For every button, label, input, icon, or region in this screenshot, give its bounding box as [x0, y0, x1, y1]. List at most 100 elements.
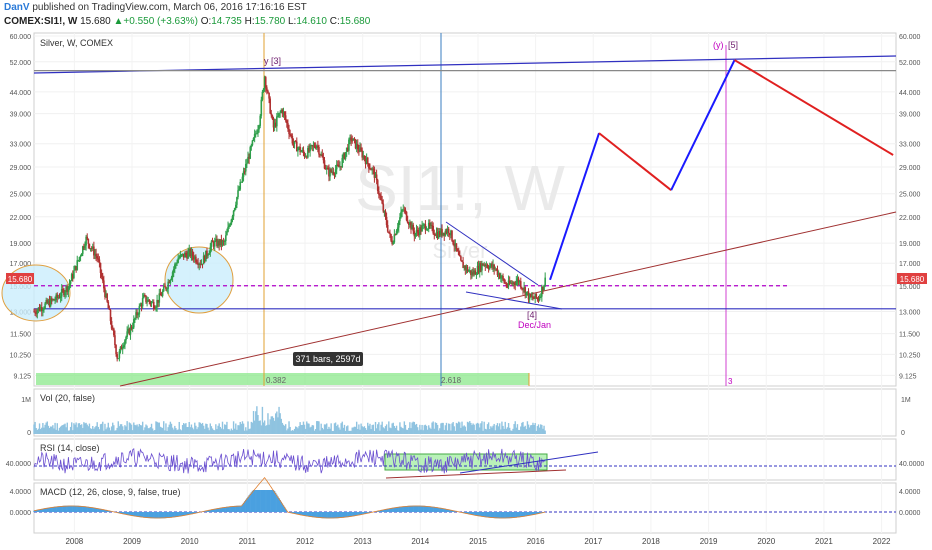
candle-body [375, 174, 378, 181]
macd-bar [39, 509, 42, 512]
candle-body [544, 277, 546, 286]
volume-bar [129, 423, 132, 434]
volume-bar [512, 428, 514, 434]
candle-body [461, 260, 463, 262]
candle-body [363, 155, 366, 160]
volume-bar [293, 428, 296, 434]
candle-body [201, 263, 204, 265]
candle-body [62, 289, 64, 290]
macd-bar [170, 512, 173, 518]
main-legend[interactable]: Silver, W, COMEX [40, 38, 113, 48]
candle-body [325, 167, 328, 170]
macd-bar [43, 508, 45, 512]
macd-bar [524, 512, 526, 517]
macd-bar [207, 510, 209, 512]
candle-body [417, 231, 420, 236]
candle-body [529, 294, 532, 297]
volume-bar [124, 425, 126, 434]
macd-bar [527, 512, 530, 516]
volume-bar [317, 421, 319, 434]
candle-body [465, 266, 468, 270]
volume-bar [490, 426, 492, 434]
volume-bar [514, 421, 516, 434]
volume-bar [473, 424, 475, 434]
volume-bar [199, 422, 202, 434]
volume-bar [422, 430, 424, 434]
macd-bar [463, 512, 465, 514]
volume-bar [87, 426, 90, 434]
y-tick-left-3: 39.000 [10, 112, 32, 119]
candle-body [311, 145, 314, 147]
macd-bar [341, 512, 343, 518]
macd-bar [534, 512, 536, 515]
volume-bar [481, 421, 483, 434]
volume-bar [134, 424, 136, 434]
fib-zone [36, 373, 529, 385]
candle-body [48, 300, 51, 307]
macd-bar [306, 512, 308, 517]
volume-bar [415, 423, 418, 434]
zone-ellipse-right [164, 246, 234, 314]
volume-bar [480, 423, 482, 434]
volume-bar [475, 423, 478, 434]
y-tick-left-1: 52.000 [10, 60, 32, 67]
volume-bar [161, 427, 164, 434]
volume-bar [470, 422, 472, 434]
vol-legend[interactable]: Vol (20, false) [40, 393, 95, 403]
volume-bar [383, 428, 386, 434]
author-name[interactable]: DanV [4, 2, 30, 13]
candle-body [186, 254, 188, 259]
candle-body [470, 270, 472, 276]
candle-body [383, 211, 386, 213]
x-tick-1: 2009 [123, 537, 141, 546]
candle-body [341, 157, 344, 168]
macd-bar [538, 512, 541, 514]
volume-bar [212, 429, 215, 434]
volume-bar [174, 425, 176, 434]
macd-bar [514, 512, 516, 518]
candle-body [475, 274, 478, 276]
volume-bar [511, 430, 513, 434]
candle-body [389, 232, 391, 235]
candle-body [181, 253, 184, 255]
elliott-projection[interactable] [549, 59, 894, 281]
macd-bar [240, 505, 243, 512]
macd-legend[interactable]: MACD (12, 26, close, 9, false, true) [40, 487, 181, 497]
candle-body [319, 154, 321, 156]
volume-bar [55, 429, 57, 434]
macd-bar [423, 505, 426, 512]
candle-body [169, 279, 172, 284]
candle-body [301, 149, 304, 152]
candle-body [401, 210, 403, 212]
volume-bar [436, 424, 439, 434]
volume-bar [445, 422, 448, 434]
macd-bar [59, 506, 62, 512]
volume-bar [373, 430, 376, 434]
volume-bar [359, 429, 361, 434]
macd-bar [541, 512, 543, 513]
candle-body [440, 228, 442, 236]
candle-body [149, 301, 152, 304]
candle-body [252, 137, 255, 141]
candle-body [158, 293, 161, 303]
volume-bar [169, 421, 172, 434]
rsi-legend[interactable]: RSI (14, close) [40, 443, 100, 453]
volume-bar [452, 422, 454, 434]
macd-bar [249, 493, 251, 512]
macd-bar [211, 509, 214, 512]
macd-bar [398, 506, 400, 512]
volume-bar [59, 426, 62, 434]
macd-bar [175, 512, 177, 518]
macd-bar [500, 512, 502, 519]
candle-body [233, 208, 236, 211]
candle-body [441, 228, 443, 236]
candle-body [396, 227, 399, 231]
volume-bar [351, 427, 353, 434]
candle-body [279, 112, 281, 114]
macd-bar [307, 512, 309, 517]
candle-body [65, 286, 67, 293]
candle-body [323, 160, 326, 169]
macd-bar [157, 512, 159, 519]
candle-body [288, 128, 290, 135]
